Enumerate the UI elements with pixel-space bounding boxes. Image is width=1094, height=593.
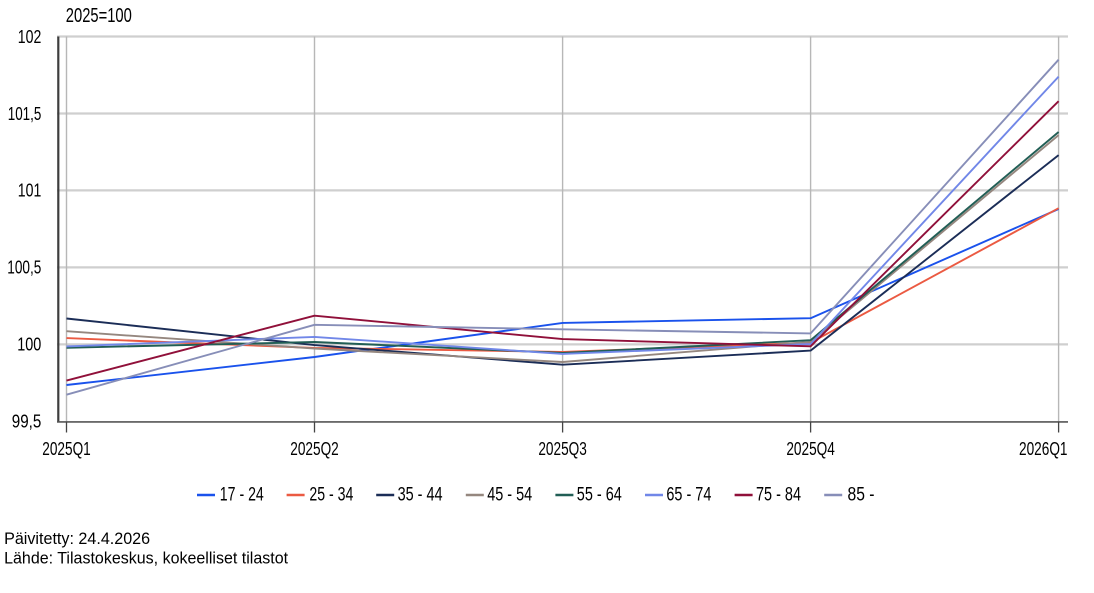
svg-text:2025Q2: 2025Q2 [290, 439, 339, 459]
svg-text:99,5: 99,5 [12, 412, 42, 432]
svg-text:2025Q1: 2025Q1 [42, 439, 91, 459]
svg-text:85 -: 85 - [848, 483, 875, 505]
svg-text:Lähde: Tilastokeskus, kokeelli: Lähde: Tilastokeskus, kokeelliset tilast… [4, 550, 288, 568]
svg-text:17 - 24: 17 - 24 [220, 483, 264, 505]
svg-text:101,5: 101,5 [8, 104, 42, 124]
svg-text:2025Q3: 2025Q3 [538, 439, 587, 459]
svg-text:Päivitetty: 24.4.2026: Päivitetty: 24.4.2026 [4, 530, 150, 548]
svg-text:35 - 44: 35 - 44 [398, 483, 443, 505]
svg-text:55 - 64: 55 - 64 [577, 483, 622, 505]
svg-text:75 - 84: 75 - 84 [756, 483, 801, 505]
svg-text:25 - 34: 25 - 34 [309, 483, 353, 505]
svg-text:45 - 54: 45 - 54 [487, 483, 532, 505]
svg-text:2025Q4: 2025Q4 [786, 439, 835, 459]
svg-text:2026Q1: 2026Q1 [1019, 439, 1068, 459]
svg-text:101: 101 [18, 181, 42, 201]
svg-text:65 - 74: 65 - 74 [666, 483, 711, 505]
svg-text:2025=100: 2025=100 [66, 5, 132, 27]
svg-text:102: 102 [18, 27, 42, 47]
svg-text:100: 100 [17, 335, 41, 355]
svg-text:100,5: 100,5 [7, 258, 41, 278]
